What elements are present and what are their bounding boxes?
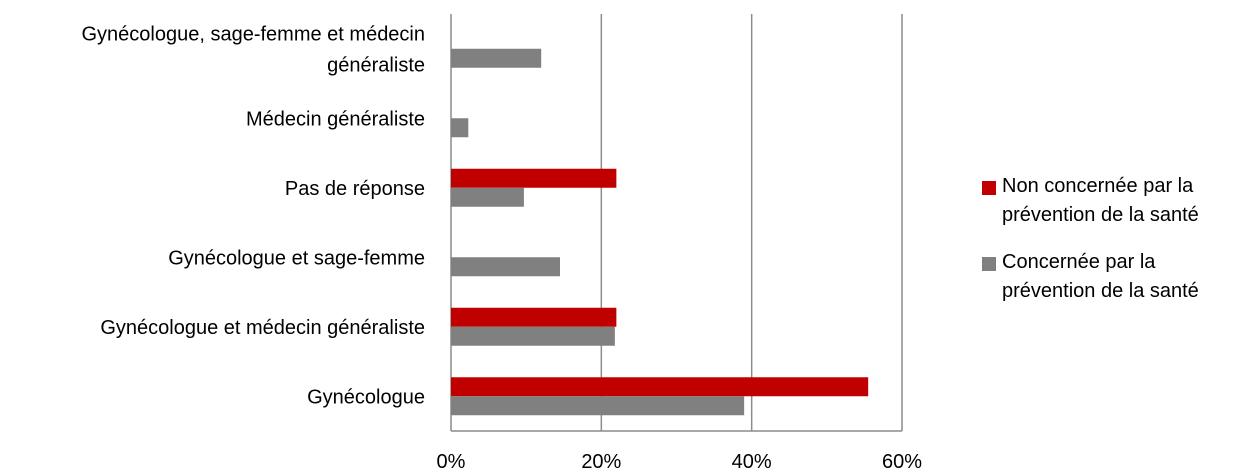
bar-concernee — [451, 187, 524, 207]
x-tick-labels: 0% 20% 40% 60% — [437, 451, 923, 473]
category-label: Gynécologue, sage-femme et médecin — [81, 23, 425, 45]
legend-label-line: Non concernée par la — [1002, 175, 1194, 197]
category-labels: Gynécologue, sage-femme et médecin généra… — [81, 23, 425, 408]
bar-non-concernee — [451, 307, 617, 327]
category-label: Pas de réponse — [285, 178, 425, 200]
x-tick-label: 60% — [882, 451, 922, 473]
bar-concernee — [451, 257, 560, 277]
bar-concernee — [451, 326, 615, 346]
category-label: Gynécologue et sage-femme — [168, 247, 425, 269]
x-tick-label: 20% — [581, 451, 621, 473]
legend-item-concernee: Concernée par la prévention de la santé — [982, 248, 1244, 306]
legend: Non concernée par la prévention de la sa… — [982, 172, 1244, 324]
legend-label-line: prévention de la santé — [1002, 280, 1199, 302]
x-tick-label: 0% — [437, 451, 466, 473]
gridlines — [450, 14, 903, 432]
category-label: Médecin généraliste — [246, 108, 425, 130]
bar-non-concernee — [451, 377, 869, 397]
category-label: Gynécologue et médecin généraliste — [100, 317, 425, 339]
category-label: généraliste — [327, 54, 425, 76]
bar-non-concernee — [451, 168, 617, 188]
legend-swatch-concernee — [982, 257, 996, 271]
legend-swatch-non-concernee — [982, 181, 996, 195]
legend-label-line: prévention de la santé — [1002, 204, 1199, 226]
legend-item-non-concernee: Non concernée par la prévention de la sa… — [982, 172, 1244, 230]
bar-concernee — [451, 48, 542, 68]
bars — [451, 48, 869, 416]
bar-concernee — [451, 118, 469, 138]
x-tick-label: 40% — [732, 451, 772, 473]
category-label: Gynécologue — [307, 386, 425, 408]
legend-label-line: Concernée par la — [1002, 251, 1156, 273]
bar-concernee — [451, 396, 745, 416]
